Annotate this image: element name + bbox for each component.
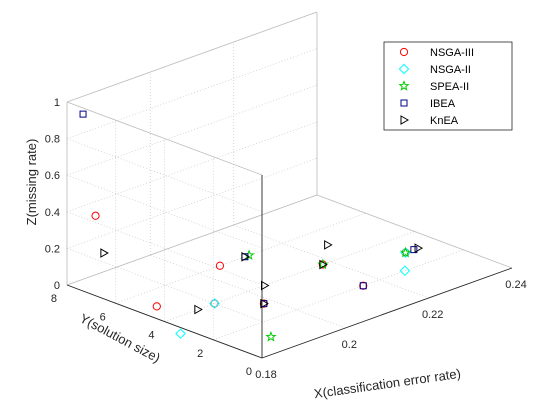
data-point — [359, 282, 367, 290]
box-edge — [66, 11, 318, 103]
data-point — [324, 240, 333, 250]
data-point — [399, 265, 411, 277]
star-marker-icon — [398, 80, 410, 91]
z-tick-label: 1 — [54, 97, 60, 109]
z-axis-label: Z(missing rate) — [24, 139, 39, 226]
legend-label: SPEA-II — [430, 81, 469, 93]
z-tick-label: 0.4 — [45, 207, 60, 219]
floor-grid-line — [164, 231, 415, 322]
data-point — [194, 304, 203, 315]
z-tick-label: 0 — [54, 280, 60, 292]
legend-item: NSGA-III — [399, 47, 474, 59]
y-tick-label: 6 — [100, 311, 106, 323]
legend-item: KnEA — [400, 115, 459, 127]
back-wall-grid-line — [66, 158, 318, 249]
x-tick-label: 0.22 — [422, 309, 443, 321]
data-point — [359, 281, 368, 290]
x-tick-label: 0.24 — [505, 279, 526, 291]
x-tick-label: 0.2 — [342, 339, 357, 351]
data-point — [410, 246, 418, 254]
data-point — [414, 243, 424, 253]
z-tick-label: 0.8 — [45, 134, 60, 146]
legend-label: NSGA-III — [430, 47, 474, 59]
floor-grid-line — [115, 212, 366, 304]
legend-item: IBEA — [400, 98, 456, 110]
data-point — [210, 299, 219, 308]
z-tick-label: 0.2 — [45, 243, 60, 255]
data-point — [209, 298, 220, 309]
data-point — [215, 261, 225, 270]
y-tick-label: 0 — [246, 366, 252, 378]
circle-marker-icon — [399, 47, 409, 57]
data-point — [261, 280, 270, 291]
legend-item: SPEA-II — [398, 80, 469, 93]
back-wall-grid-line — [66, 84, 318, 176]
legend-box — [383, 41, 513, 131]
back-wall-grid-line — [66, 121, 318, 213]
data-marks-layer — [79, 110, 424, 342]
data-point — [152, 302, 161, 311]
floor-grid-line — [213, 249, 464, 341]
y-tick-label: 8 — [51, 293, 57, 305]
x-axis-line — [261, 267, 513, 359]
data-point — [260, 298, 269, 309]
square-marker-icon — [400, 99, 408, 107]
axes-layer — [66, 11, 513, 359]
data-point — [100, 248, 109, 258]
legend-label: KnEA — [430, 115, 459, 127]
legend-label: IBEA — [430, 98, 456, 110]
back-wall-grid-line — [66, 48, 318, 139]
data-point — [79, 110, 87, 118]
z-tick-label: 0.6 — [45, 170, 60, 182]
legend: NSGA-III NSGA-II SPEA-II IBEA KnEA — [383, 41, 513, 131]
diamond-marker-icon — [398, 63, 410, 75]
box-edge — [66, 194, 318, 286]
legend-item: NSGA-II — [398, 63, 471, 76]
y-tick-label: 4 — [148, 330, 154, 342]
data-point — [241, 251, 250, 262]
data-point — [91, 211, 100, 220]
box-edge — [66, 101, 263, 176]
y-axis-line — [66, 284, 263, 359]
triangle-right-marker-icon — [400, 115, 410, 125]
series-knea — [100, 240, 424, 315]
x-tick-label: 0.18 — [255, 369, 276, 381]
box-edge — [316, 194, 513, 269]
data-point — [175, 328, 186, 339]
y-tick-label: 2 — [197, 348, 203, 360]
data-point — [399, 246, 412, 258]
data-point — [265, 330, 277, 342]
data-point — [319, 259, 328, 270]
legend-label: NSGA-II — [430, 64, 471, 76]
